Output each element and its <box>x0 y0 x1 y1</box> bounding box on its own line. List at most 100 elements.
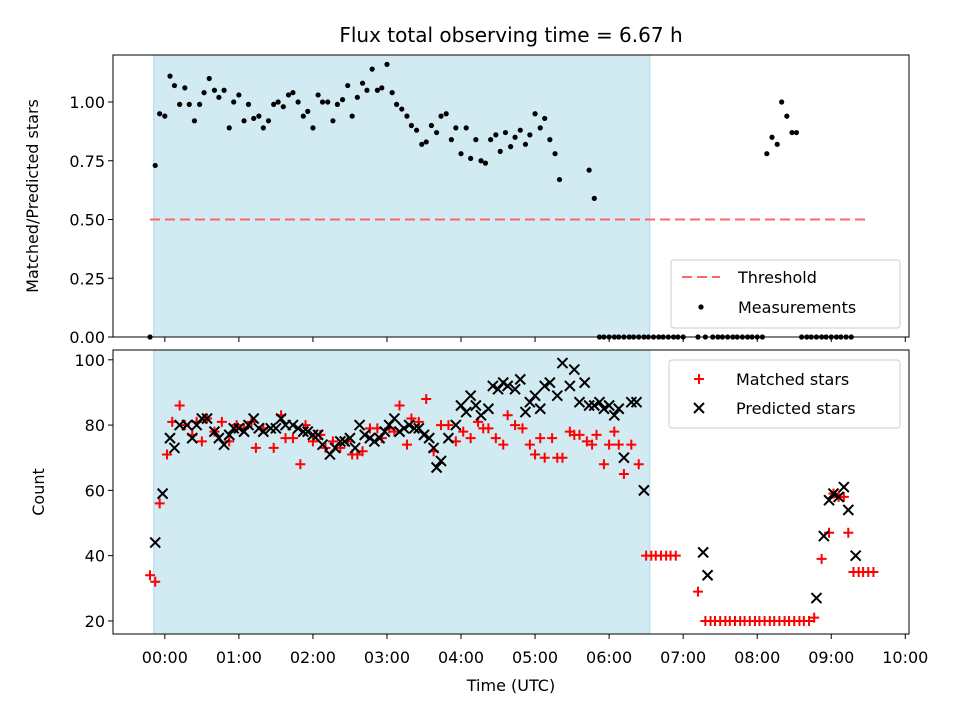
measurement-point <box>517 127 523 133</box>
measurement-point <box>433 129 440 136</box>
x-tick-label: 07:00 <box>660 648 706 667</box>
measurement-point <box>789 129 795 136</box>
predicted-star-point <box>398 422 410 435</box>
measurement-point <box>319 99 326 105</box>
bottom-y-tick-label: 100 <box>74 351 105 370</box>
measurement-point <box>423 139 429 145</box>
predicted-star-point <box>307 429 319 441</box>
measurement-point <box>162 113 168 119</box>
matched-star-point <box>502 410 513 421</box>
matched-star-point <box>443 420 454 431</box>
measurement-point <box>784 113 790 119</box>
x-tick-label: 01:00 <box>216 648 262 667</box>
measurement-point <box>522 141 529 147</box>
predicted-star-point <box>257 425 270 438</box>
matched-star-point <box>670 550 681 561</box>
measurement-point <box>419 141 425 147</box>
bottom-y-tick-label: 80 <box>85 416 105 435</box>
matched-star-point <box>162 449 173 460</box>
measurement-point <box>448 137 454 143</box>
measurement-point <box>493 132 499 138</box>
predicted-star-point <box>583 399 595 412</box>
measurement-point <box>473 137 479 143</box>
measurement-point <box>171 82 178 89</box>
measurement-point <box>428 122 434 129</box>
predicted-star-point <box>379 425 391 438</box>
predicted-star-point <box>201 412 213 425</box>
measurement-point <box>488 137 494 143</box>
measurement-point <box>206 75 212 82</box>
matched-star-point <box>287 433 298 444</box>
measurement-point <box>201 90 207 96</box>
measurement-point <box>404 113 410 119</box>
matched-star-point <box>581 436 592 447</box>
top-y-axis-label: Matched/Predicted stars <box>23 99 42 293</box>
measurement-point <box>453 125 459 131</box>
predicted-star-point <box>534 403 546 415</box>
top-panel: 0.00 0.25 0.50 0.75 1.00 Matched/Predicted st… <box>23 54 910 347</box>
x-tick-label: 09:00 <box>808 648 854 667</box>
measurement-point <box>290 90 296 96</box>
top-y-tick-label: 0.75 <box>69 152 105 171</box>
predicted-star-point <box>181 419 193 431</box>
matched-star-point <box>510 420 521 431</box>
measurement-point <box>251 115 257 122</box>
predicted-star-point <box>388 412 401 425</box>
predicted-star-point <box>435 455 447 467</box>
measurement-point <box>300 113 306 119</box>
x-tick-label: 05:00 <box>512 648 558 667</box>
measurement-point <box>478 158 484 164</box>
matched-star-point <box>530 449 541 460</box>
legend-predicted-label: Predicted stars <box>736 399 856 418</box>
measurement-point <box>497 148 503 154</box>
top-y-tick-label: 1.00 <box>69 93 105 112</box>
top-y-tick-label: 0.50 <box>69 211 105 230</box>
predicted-star-point <box>638 484 650 497</box>
predicted-star-point <box>593 396 606 408</box>
predicted-star-point <box>349 442 361 454</box>
predicted-star-point <box>464 389 477 402</box>
measurement-point <box>349 113 355 119</box>
measurement-point <box>793 129 800 136</box>
predicted-star-point <box>196 412 208 425</box>
matched-star-point <box>633 459 644 470</box>
predicted-star-point <box>618 452 630 464</box>
predicted-star-point <box>344 432 356 444</box>
measurement-point <box>275 99 281 105</box>
measurement-point <box>512 134 518 140</box>
predicted-star-point <box>701 569 714 581</box>
measurement-point <box>443 111 449 117</box>
predicted-star-point <box>270 422 282 435</box>
measurement-point <box>295 99 301 105</box>
matched-star-point <box>838 491 849 502</box>
x-tick-label: 06:00 <box>586 648 632 667</box>
x-tick-label: 00:00 <box>142 648 188 667</box>
predicted-star-point <box>514 373 526 386</box>
measurement-point <box>285 92 292 98</box>
measurement-point <box>236 92 242 98</box>
predicted-star-point <box>223 429 235 441</box>
measurement-point <box>379 85 385 91</box>
predicted-star-point <box>430 461 443 474</box>
predicted-star-point <box>827 487 840 500</box>
measurement-point <box>182 85 188 91</box>
measurement-point <box>345 82 351 89</box>
measurement-point <box>305 108 311 114</box>
predicted-star-point <box>297 425 310 438</box>
bottom-y-tick-label: 20 <box>85 612 105 631</box>
legend-measurement-swatch <box>698 304 704 310</box>
measurement-point <box>502 129 509 136</box>
matched-star-point <box>557 452 568 463</box>
measurement-point <box>591 195 597 201</box>
measurement-point <box>260 125 266 131</box>
measurement-point <box>547 137 553 143</box>
measurement-point <box>413 127 420 133</box>
top-y-tick-label: 0.00 <box>69 328 105 347</box>
measurement-point <box>556 176 563 183</box>
predicted-star-point <box>538 380 551 392</box>
predicted-star-point <box>838 481 850 493</box>
predicted-star-point <box>302 425 314 438</box>
legend-matched-swatch <box>694 374 704 384</box>
predicted-star-point <box>423 432 435 444</box>
predicted-star-point <box>501 380 514 392</box>
